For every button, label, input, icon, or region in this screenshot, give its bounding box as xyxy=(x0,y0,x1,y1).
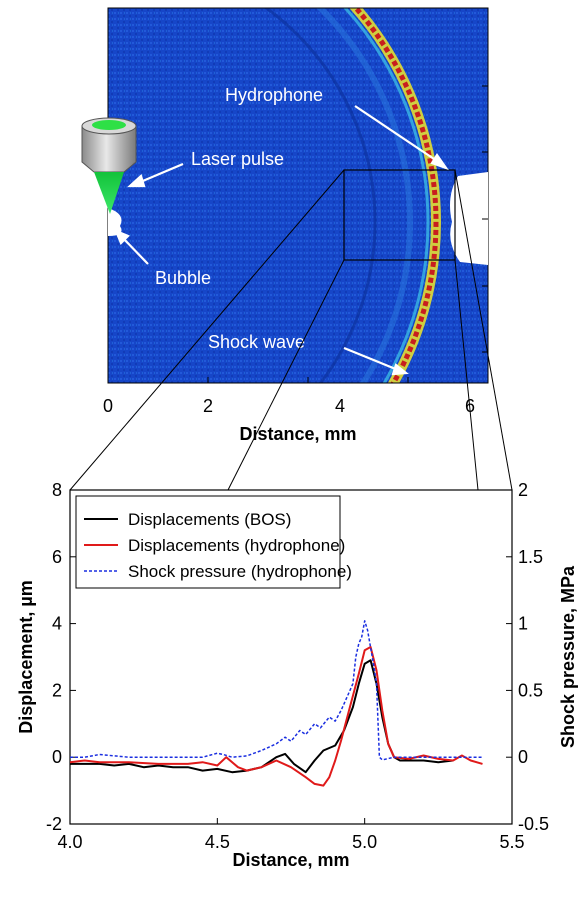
image-x-axis-label: Distance, mm xyxy=(239,424,356,444)
y2-tick-label: 1 xyxy=(518,614,528,634)
y-axis-label: Displacement, µm xyxy=(16,580,36,733)
y2-tick-label: -0.5 xyxy=(518,814,549,834)
hydrophone-label: Hydrophone xyxy=(225,85,323,105)
inner-ring xyxy=(263,8,377,383)
image-x-tick: 0 xyxy=(103,396,113,416)
legend-label-pressure: Shock pressure (hydrophone) xyxy=(128,562,352,581)
shock-arrow xyxy=(343,346,399,372)
legend-box xyxy=(75,495,341,589)
image-x-tick: 2 xyxy=(203,396,213,416)
series-layer xyxy=(70,620,483,787)
bubble-shape xyxy=(108,208,122,236)
shock-wave-label: Shock wave xyxy=(208,332,305,352)
y-tick-label: 2 xyxy=(52,680,62,700)
y2-tick-label: 0 xyxy=(518,747,528,767)
y-tick-label: 8 xyxy=(52,480,62,500)
y2-tick-label: 1.5 xyxy=(518,547,543,567)
legend-label-hydrophone: Displacements (hydrophone) xyxy=(128,536,345,555)
bubble-arrowhead xyxy=(113,228,130,245)
shock-arrowhead xyxy=(391,363,409,376)
laser-arrowhead xyxy=(127,174,146,188)
hydrophone-arrowhead xyxy=(430,152,449,171)
shock-wave-ring xyxy=(352,8,439,383)
legend: Displacements (BOS) Displacements (hydro… xyxy=(75,495,352,589)
bubble-arrow xyxy=(120,235,149,265)
axis-ticks: 4.0 4.5 5.0 5.5 -2 0 2 4 6 8 -0.5 0 0.5 1 1.5 2 xyxy=(46,480,549,852)
x-tick-label: 4.5 xyxy=(205,832,230,852)
laser-pulse-label: Laser pulse xyxy=(191,149,284,169)
y-tick-label: 0 xyxy=(52,747,62,767)
inner-ring xyxy=(315,8,413,383)
y2-axis-label: Shock pressure, MPa xyxy=(558,565,578,748)
zoom-box xyxy=(343,169,456,261)
x-tick-label: 4.0 xyxy=(57,832,82,852)
x-tick-label: 5.0 xyxy=(352,832,377,852)
schlieren-image: Hydrophone Laser pulse Bubble Shock wave… xyxy=(81,7,489,444)
laser-arrow xyxy=(137,162,184,185)
y2-tick-label: 2 xyxy=(518,480,528,500)
laser-icon xyxy=(81,117,137,214)
hydrophone-arrow xyxy=(354,105,441,164)
line-chart: 4.0 4.5 5.0 5.5 -2 0 2 4 6 8 -0.5 0 0.5 1 1.5 2 Displac… xyxy=(16,480,578,870)
y-tick-label: -2 xyxy=(46,814,62,834)
legend-label-bos: Displacements (BOS) xyxy=(128,510,291,529)
x-tick-label: 5.5 xyxy=(499,832,524,852)
series-pressure-line xyxy=(70,620,483,761)
y-tick-label: 6 xyxy=(52,547,62,567)
y2-tick-label: 0.5 xyxy=(518,680,543,700)
y-tick-label: 4 xyxy=(52,614,62,634)
zoom-connectors xyxy=(69,169,513,491)
bubble-label: Bubble xyxy=(155,268,211,288)
x-axis-label: Distance, mm xyxy=(232,850,349,870)
image-x-tick: 4 xyxy=(335,396,345,416)
shock-wave-ring-inner xyxy=(343,8,430,383)
